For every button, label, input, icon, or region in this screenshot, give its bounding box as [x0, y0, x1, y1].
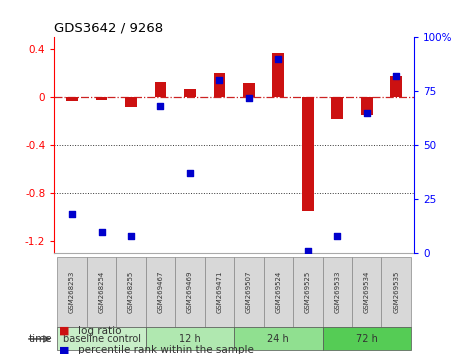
Bar [234, 257, 263, 327]
Text: GSM269524: GSM269524 [275, 271, 281, 313]
Text: GSM269467: GSM269467 [158, 271, 164, 313]
Point [216, 78, 223, 83]
Bar [205, 257, 234, 327]
Bar [381, 257, 411, 327]
Bar [323, 327, 411, 350]
Bar [146, 257, 175, 327]
Bar [146, 327, 234, 350]
Text: log ratio: log ratio [78, 326, 122, 336]
Bar [263, 257, 293, 327]
Text: GSM269533: GSM269533 [334, 271, 340, 313]
Point [157, 103, 164, 109]
Text: time: time [28, 334, 52, 344]
Text: GSM269534: GSM269534 [364, 271, 370, 313]
Text: 12 h: 12 h [179, 334, 201, 344]
Bar [57, 257, 87, 327]
Point [245, 95, 253, 101]
Bar [155, 81, 166, 97]
Bar [116, 257, 146, 327]
Bar [272, 53, 284, 97]
Text: GSM268254: GSM268254 [98, 271, 105, 313]
Bar [234, 327, 323, 350]
Point [363, 110, 370, 115]
Text: GSM269471: GSM269471 [217, 271, 222, 313]
Bar [332, 97, 343, 119]
Bar [361, 97, 373, 115]
Bar [213, 73, 225, 97]
Text: GSM269535: GSM269535 [393, 271, 399, 313]
Text: baseline control: baseline control [62, 334, 140, 344]
Bar [175, 257, 205, 327]
Text: GSM269469: GSM269469 [187, 271, 193, 313]
Bar [293, 257, 323, 327]
Text: percentile rank within the sample: percentile rank within the sample [78, 346, 254, 354]
Text: GDS3642 / 9268: GDS3642 / 9268 [54, 22, 164, 35]
Bar [302, 97, 314, 211]
Point [127, 233, 135, 239]
Bar [57, 327, 146, 350]
Point [393, 73, 400, 79]
Text: 24 h: 24 h [267, 334, 289, 344]
Bar [243, 83, 255, 97]
Bar [87, 257, 116, 327]
Bar [352, 257, 381, 327]
Bar [125, 97, 137, 107]
Text: GSM268253: GSM268253 [69, 271, 75, 313]
Bar [96, 97, 107, 99]
Bar [184, 89, 196, 97]
Text: GSM269525: GSM269525 [305, 271, 311, 313]
Text: ■: ■ [59, 326, 70, 336]
Text: GSM269507: GSM269507 [246, 271, 252, 313]
Point [274, 56, 282, 62]
Text: GSM268255: GSM268255 [128, 271, 134, 313]
Point [333, 233, 341, 239]
Point [98, 229, 105, 234]
Bar [66, 97, 78, 101]
Point [186, 170, 194, 176]
Bar [390, 75, 402, 97]
Point [68, 211, 76, 217]
Point [304, 248, 312, 254]
Bar [323, 257, 352, 327]
Text: ■: ■ [59, 346, 70, 354]
Text: 72 h: 72 h [356, 334, 377, 344]
